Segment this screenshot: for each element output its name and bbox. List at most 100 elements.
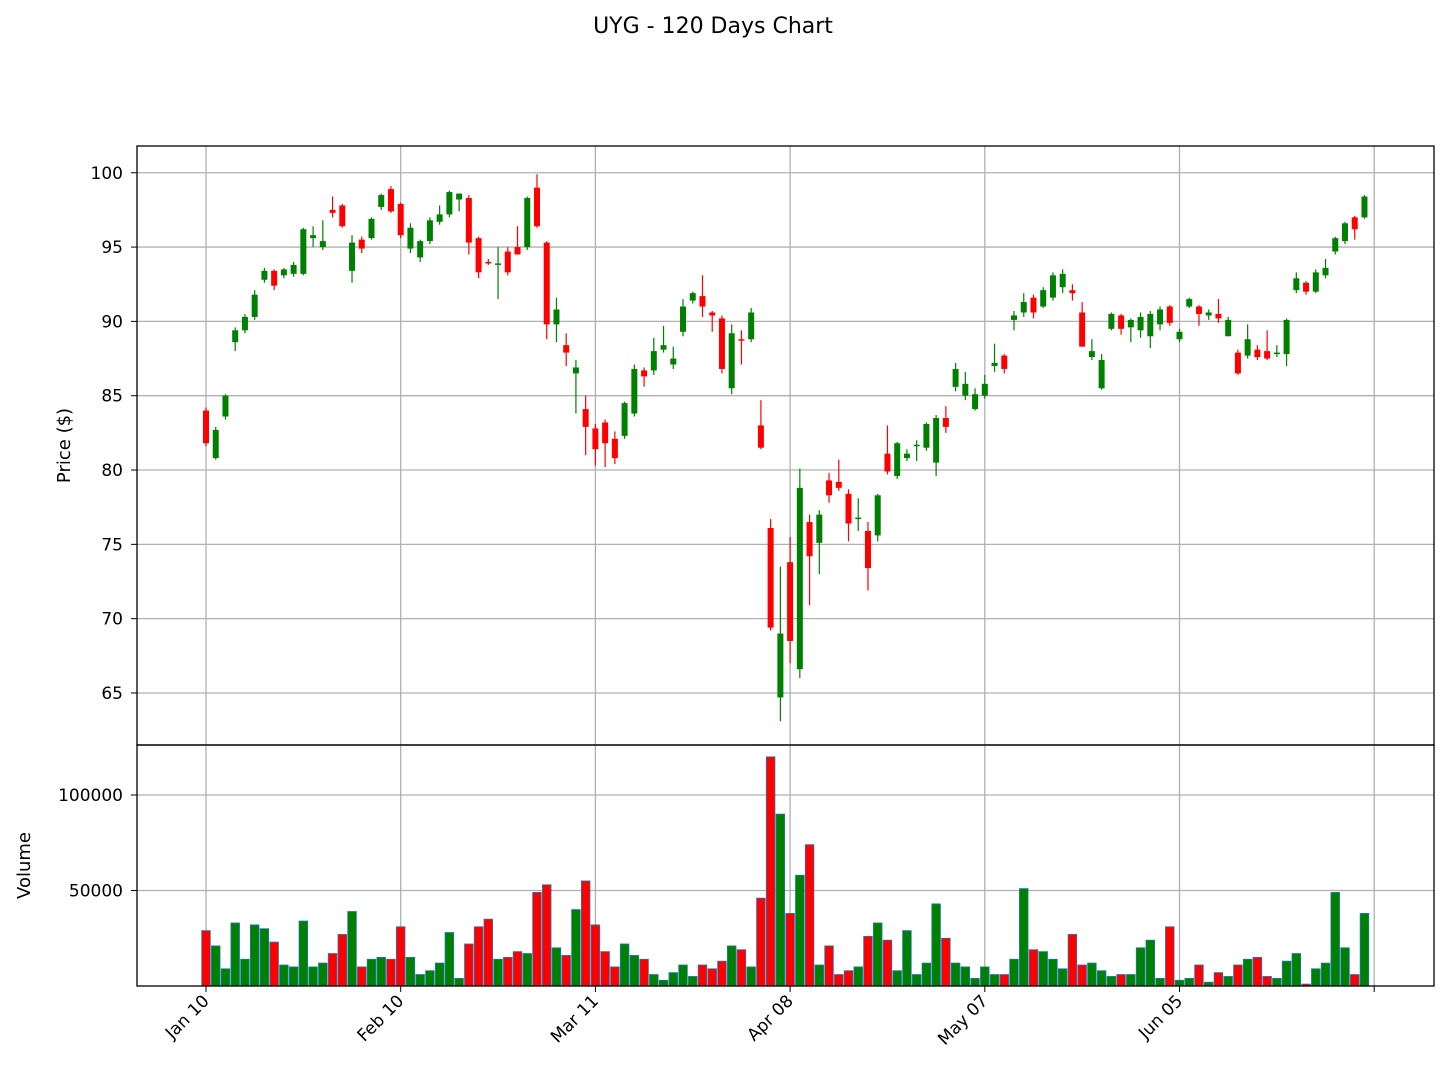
price-ytick-label: 65: [101, 684, 123, 704]
volume-bar: [619, 943, 630, 987]
candle-body: [1234, 352, 1241, 374]
volume-bar: [873, 922, 883, 987]
candle-body: [300, 229, 307, 274]
candle-body: [806, 522, 813, 557]
candle-body: [738, 339, 745, 341]
candle-body: [378, 195, 385, 207]
candle-body: [631, 368, 638, 414]
volume-bar: [804, 844, 815, 987]
candle-body: [1166, 306, 1173, 323]
price-ytick-label: 95: [101, 238, 123, 258]
price-ytick-label: 90: [101, 312, 123, 332]
candle-body: [1059, 273, 1066, 288]
volume-bar: [512, 951, 523, 987]
price-ytick-label: 100: [91, 164, 123, 184]
volume-bar: [843, 970, 854, 987]
candle-body: [874, 495, 881, 536]
volume-panel-frame: [136, 744, 1435, 987]
volume-bar: [1145, 939, 1155, 987]
volume-bar: [249, 924, 260, 987]
candle-body: [543, 242, 550, 325]
volume-bar: [279, 964, 289, 987]
candle-body: [650, 351, 657, 371]
candle-body: [1283, 319, 1290, 355]
candle-body: [728, 333, 735, 389]
candle-body: [1127, 319, 1134, 328]
candle-body: [1225, 319, 1232, 337]
volume-bar: [337, 934, 347, 987]
volume-bar: [1165, 926, 1175, 987]
x-tick-label: Mar 11: [547, 991, 603, 1047]
candle-body: [942, 418, 949, 427]
volume-bar: [366, 958, 377, 987]
candle-body: [232, 330, 239, 343]
x-tick-label: Jun 05: [1134, 991, 1187, 1044]
volume-panel: 50000 100000 Volume: [14, 744, 1435, 987]
volume-bar: [658, 979, 669, 987]
candle-body: [1011, 315, 1018, 320]
candle-body: [718, 318, 725, 369]
candle-body: [826, 480, 833, 496]
volume-bar: [1028, 949, 1039, 987]
candle-body: [563, 345, 570, 353]
candle-body: [1312, 272, 1319, 292]
candle-body: [1254, 349, 1261, 358]
x-tick-label: Apr 08: [744, 991, 798, 1045]
candle-body: [1088, 351, 1095, 358]
volume-bar: [950, 962, 961, 987]
candle-body: [524, 198, 531, 248]
candle-body: [1273, 352, 1280, 355]
candle-body: [1147, 313, 1154, 337]
volume-bar: [921, 962, 932, 987]
volume-bar: [542, 884, 552, 987]
volume-bar: [824, 945, 834, 987]
candle-body: [339, 205, 346, 227]
volume-bar: [318, 962, 328, 987]
volume-bar: [532, 892, 542, 987]
candle-body: [387, 189, 394, 212]
volume-bar: [853, 966, 863, 987]
candle-body: [1264, 351, 1271, 359]
candle-body: [417, 241, 424, 258]
volume-bar: [1126, 974, 1136, 987]
volume-bar: [1233, 964, 1243, 987]
volume-bar: [1116, 974, 1126, 987]
candle-body: [621, 403, 628, 436]
candle-body: [1244, 339, 1251, 356]
x-tick-label: Feb 10: [354, 991, 409, 1046]
volume-bar: [756, 897, 766, 987]
candle-body: [884, 453, 891, 472]
candle-body: [475, 238, 482, 273]
volume-bar: [941, 937, 951, 987]
candle-body: [553, 309, 560, 325]
volume-bar: [1291, 953, 1302, 987]
candle-body: [582, 409, 589, 427]
candle-body: [796, 487, 803, 670]
volume-bar: [1213, 972, 1224, 987]
candle-body: [1322, 267, 1329, 276]
candle-body: [641, 370, 648, 377]
candle-body: [572, 367, 579, 374]
volume-bar: [629, 955, 640, 987]
volume-bar: [590, 924, 601, 987]
volume-bar: [785, 913, 795, 987]
volume-bar: [357, 966, 367, 987]
volume-bar: [395, 926, 406, 987]
candle-body: [1137, 316, 1144, 331]
volume-bar: [688, 976, 698, 987]
candle-body: [933, 418, 940, 463]
candle-body: [495, 263, 502, 265]
candle-body: [1351, 217, 1358, 230]
volume-bar: [434, 962, 445, 987]
candle-body: [1205, 312, 1212, 316]
volume-bar: [240, 958, 250, 987]
volume-bar: [697, 964, 708, 987]
candle-body: [991, 363, 998, 366]
volume-bar: [201, 930, 211, 987]
volume-bar: [503, 956, 513, 987]
candle-body: [1215, 313, 1222, 319]
candle-body: [962, 383, 969, 396]
volume-bar: [327, 953, 338, 987]
candle-body: [660, 345, 667, 350]
